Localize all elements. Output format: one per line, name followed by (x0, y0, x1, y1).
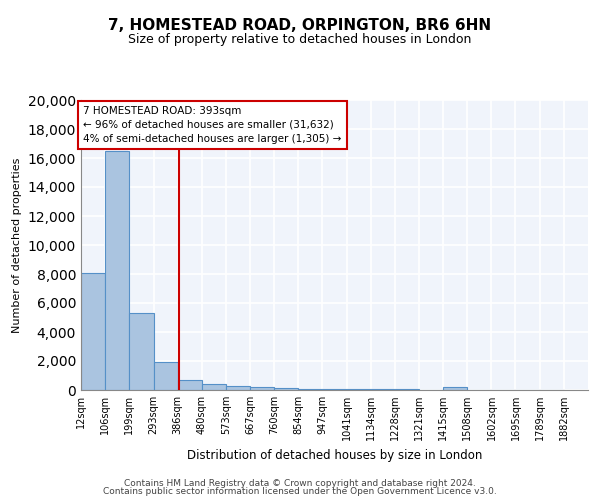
Bar (154, 362, 178, 390)
Bar (202, 384, 226, 390)
Y-axis label: Number of detached properties: Number of detached properties (12, 158, 22, 332)
Bar (226, 386, 250, 390)
Bar (250, 387, 274, 390)
Bar (178, 380, 202, 390)
Bar (298, 388, 322, 390)
Text: 7, HOMESTEAD ROAD, ORPINGTON, BR6 6HN: 7, HOMESTEAD ROAD, ORPINGTON, BR6 6HN (109, 18, 491, 32)
Bar (322, 389, 347, 390)
Bar (443, 386, 467, 390)
Text: Contains HM Land Registry data © Crown copyright and database right 2024.: Contains HM Land Registry data © Crown c… (124, 478, 476, 488)
Text: Contains public sector information licensed under the Open Government Licence v3: Contains public sector information licen… (103, 488, 497, 496)
Bar (81, 272, 105, 390)
Bar (129, 313, 154, 390)
Bar (105, 151, 129, 390)
X-axis label: Distribution of detached houses by size in London: Distribution of detached houses by size … (187, 448, 482, 462)
Text: 7 HOMESTEAD ROAD: 393sqm
← 96% of detached houses are smaller (31,632)
4% of sem: 7 HOMESTEAD ROAD: 393sqm ← 96% of detach… (83, 106, 341, 144)
Bar (274, 388, 298, 390)
Text: Size of property relative to detached houses in London: Size of property relative to detached ho… (128, 32, 472, 46)
Bar (347, 389, 371, 390)
